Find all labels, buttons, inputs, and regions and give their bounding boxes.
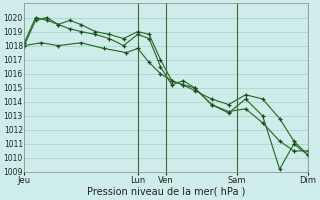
X-axis label: Pression niveau de la mer( hPa ): Pression niveau de la mer( hPa ) <box>87 187 245 197</box>
